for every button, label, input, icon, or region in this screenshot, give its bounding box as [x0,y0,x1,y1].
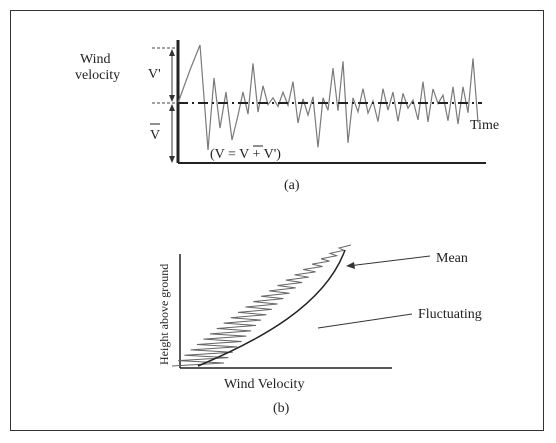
panel-a: Wind velocity V' V Time (V = V + V') (a) [75,40,499,193]
velocity-equation: (V = V + V') [210,147,281,162]
v-bar-arrow-head-top [169,104,175,111]
fluctuating-label: Fluctuating [418,307,482,322]
v-bar-arrow-head-bottom [169,156,175,163]
v-prime-arrow-head-top [169,49,175,56]
fluctuating-profile [171,244,352,367]
panel-a-caption: (a) [284,178,300,193]
panel-b-xlabel: Wind Velocity [224,377,304,392]
panel-a-ylabel-line1: Wind [80,52,111,67]
figure-frame [10,10,544,431]
v-prime-label: V' [148,67,161,82]
panel-b-caption: (b) [273,401,290,416]
mean-profile-curve [197,249,346,367]
mean-pointer-head [346,262,355,269]
v-prime-arrow-head-bottom [169,95,175,102]
panel-b: Mean Fluctuating Height above ground Win… [157,244,482,416]
fluctuating-pointer-line [317,313,413,329]
v-bar-label: V [150,128,160,143]
time-label: Time [470,118,499,133]
panel-b-ylabel: Height above ground [157,264,171,365]
mean-pointer-line [347,255,431,267]
mean-label: Mean [436,251,468,266]
panel-a-ylabel-line2: velocity [75,68,120,83]
velocity-fluctuation-trace [177,44,479,151]
